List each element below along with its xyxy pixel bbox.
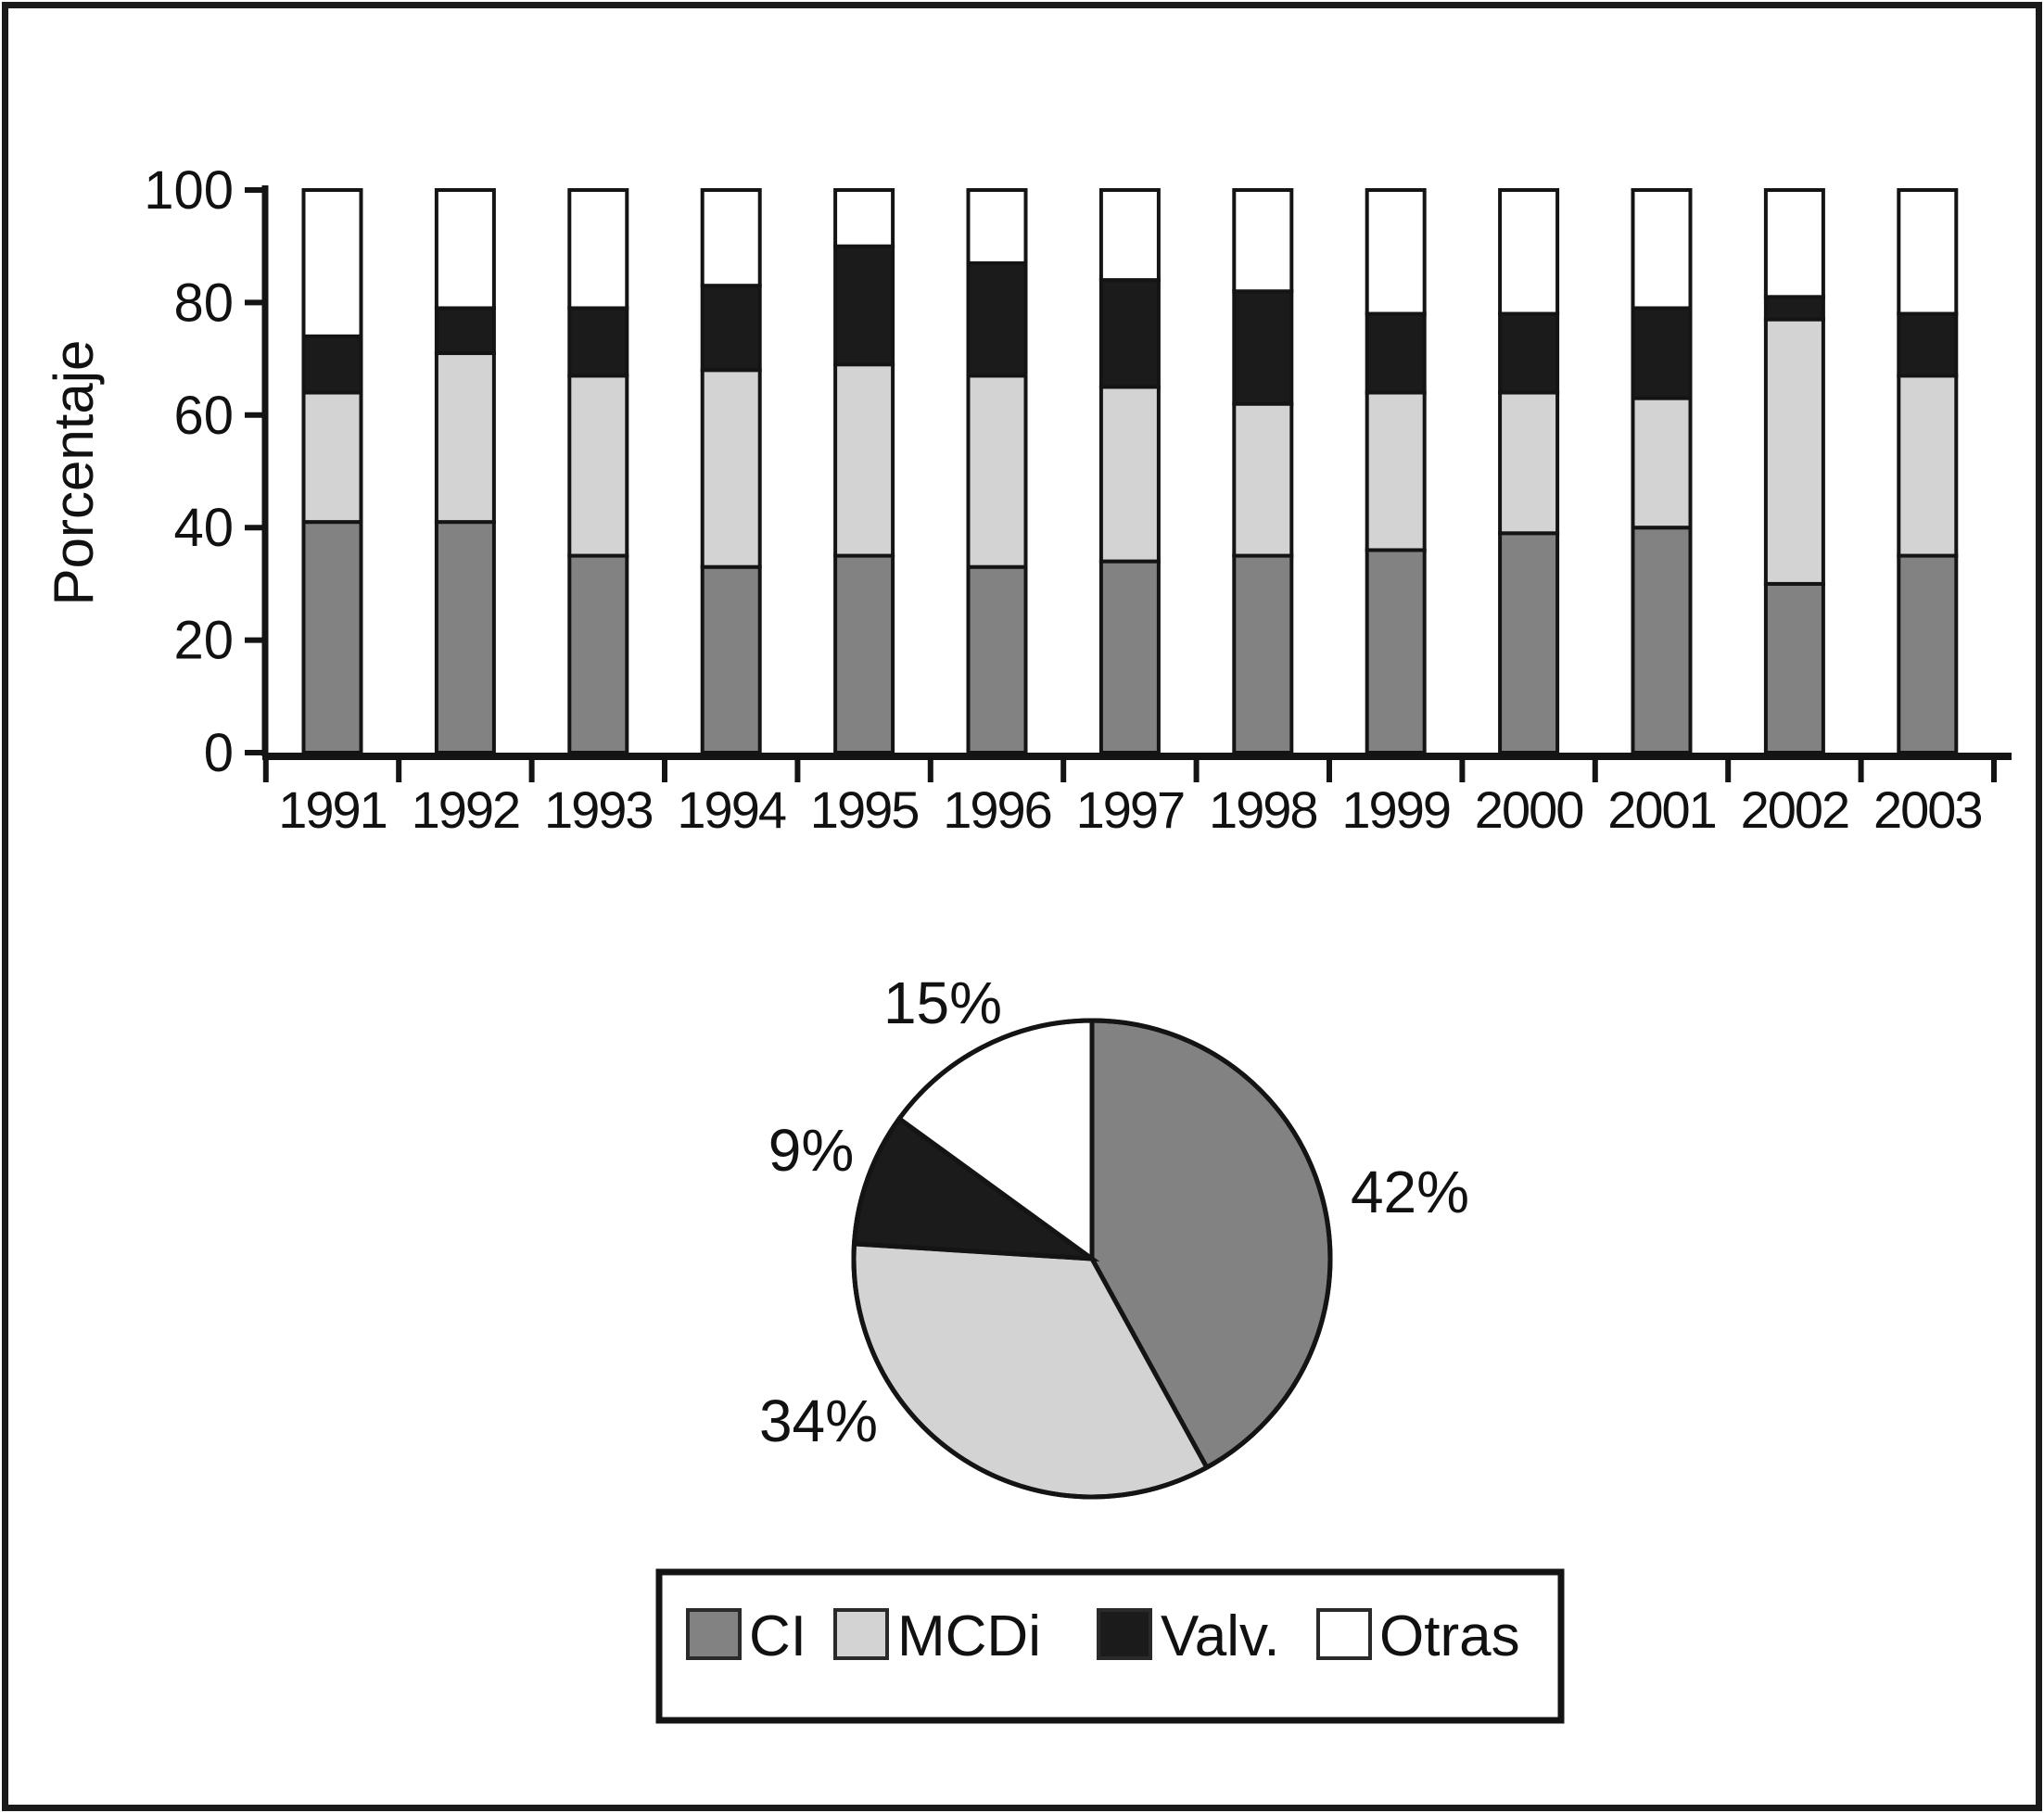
bar-segment-1998-valv xyxy=(1232,289,1294,406)
bar-segment-1992-mcdi xyxy=(434,351,496,525)
x-category-label-1993: 1993 xyxy=(544,780,653,839)
bar-segment-1993-otras xyxy=(567,188,629,311)
bar-segment-1997-ci xyxy=(1098,559,1161,754)
y-tick-label-40: 40 xyxy=(173,498,234,558)
legend-swatch-otras xyxy=(1316,1608,1372,1660)
bar-segment-1998-mcdi xyxy=(1232,401,1294,558)
x-category-label-1994: 1994 xyxy=(677,780,785,839)
bar-segment-1998-otras xyxy=(1232,188,1294,294)
y-tick-label-0: 0 xyxy=(204,723,234,783)
bar-segment-1997-mcdi xyxy=(1098,385,1161,564)
bar-segment-2003-valv xyxy=(1897,311,1959,378)
bar-segment-2000-otras xyxy=(1498,188,1560,316)
x-category-label-2002: 2002 xyxy=(1741,780,1849,839)
bar-segment-1995-ci xyxy=(833,553,895,754)
bar-segment-1999-valv xyxy=(1365,311,1427,395)
x-category-label-1991: 1991 xyxy=(278,780,387,839)
x-category-label-1992: 1992 xyxy=(412,780,520,839)
bar-segment-2001-otras xyxy=(1631,188,1693,311)
bar-segment-1997-valv xyxy=(1098,278,1161,389)
legend-label-ci: CI xyxy=(749,1604,806,1668)
bar-segment-1992-otras xyxy=(434,188,496,311)
bar-segment-2000-mcdi xyxy=(1498,390,1560,536)
y-tick-label-80: 80 xyxy=(173,273,234,333)
bar-segment-1998-ci xyxy=(1232,553,1294,754)
pie-chart: 42% 34% 9% 15% xyxy=(759,970,1469,1500)
bar-segment-1996-otras xyxy=(966,188,1028,265)
y-tick-label-20: 20 xyxy=(173,611,234,671)
bar-segment-1995-mcdi xyxy=(833,362,895,558)
bar-segment-1994-valv xyxy=(700,284,762,373)
x-category-label-1996: 1996 xyxy=(943,780,1051,839)
bar-segment-1993-mcdi xyxy=(567,374,629,558)
legend-swatch-ci xyxy=(686,1608,742,1660)
bar-segment-1991-ci xyxy=(301,520,363,754)
bar-segment-1994-mcdi xyxy=(700,368,762,569)
bar-segment-1991-otras xyxy=(301,188,363,338)
x-category-label-2003: 2003 xyxy=(1873,780,1982,839)
bar-segment-2002-valv xyxy=(1763,295,1825,322)
bar-segment-1996-valv xyxy=(966,260,1028,378)
bar-segment-2003-mcdi xyxy=(1897,374,1959,558)
y-axis-title: Porcentaje xyxy=(43,340,105,606)
bar-segment-1999-otras xyxy=(1365,188,1427,316)
legend-swatch-valv xyxy=(1097,1608,1152,1660)
bar-segment-1995-otras xyxy=(833,188,895,248)
bar-segment-2000-valv xyxy=(1498,311,1560,395)
x-category-label-1995: 1995 xyxy=(810,780,919,839)
pie-label-valv: 9% xyxy=(768,1117,855,1184)
pie-outline xyxy=(851,1018,1333,1500)
bar-segment-2000-ci xyxy=(1498,531,1560,755)
bar-segment-1999-mcdi xyxy=(1365,390,1427,552)
bar-segment-1996-mcdi xyxy=(966,374,1028,569)
bar-segment-2001-valv xyxy=(1631,306,1693,400)
pie-label-mcdi: 34% xyxy=(759,1388,878,1454)
bar-segment-1996-ci xyxy=(966,564,1028,754)
bar-segment-1991-valv xyxy=(301,334,363,395)
bar-segment-2002-mcdi xyxy=(1763,317,1825,586)
legend-label-otras: Otras xyxy=(1379,1604,1520,1668)
stacked-bar-chart: 0 20 40 60 80 100 1991 1992 1993 1994 1995 1996 1997… xyxy=(144,160,2012,839)
legend-label-valv: Valv. xyxy=(1161,1604,1280,1668)
pie-label-otras: 15% xyxy=(883,970,1002,1036)
bar-segment-1994-otras xyxy=(700,188,762,288)
bar-segment-2001-mcdi xyxy=(1631,396,1693,530)
x-category-label-2001: 2001 xyxy=(1607,780,1716,839)
pie-label-ci: 42% xyxy=(1351,1159,1469,1225)
x-category-label-1998: 1998 xyxy=(1209,780,1317,839)
bar-segment-1995-valv xyxy=(833,244,895,367)
legend-label-mcdi: MCDi xyxy=(897,1604,1041,1668)
legend-swatch-mcdi xyxy=(833,1608,889,1660)
bar-segment-2003-ci xyxy=(1897,553,1959,754)
bar-segment-2002-otras xyxy=(1763,188,1825,299)
bar-segment-2003-otras xyxy=(1897,188,1959,316)
bar-segment-1999-ci xyxy=(1365,548,1427,754)
bar-segment-1993-ci xyxy=(567,553,629,754)
bar-segment-1993-valv xyxy=(567,306,629,378)
y-tick-label-60: 60 xyxy=(173,386,234,446)
bar-segment-2002-ci xyxy=(1763,581,1825,755)
bar-segment-1994-ci xyxy=(700,564,762,754)
bar-segment-1992-valv xyxy=(434,306,496,356)
chart-legend: CI MCDi Valv. Otras xyxy=(655,1568,1565,1724)
bar-segment-1997-otras xyxy=(1098,188,1161,283)
y-tick-label-100: 100 xyxy=(144,160,234,221)
bar-segment-1991-mcdi xyxy=(301,390,363,525)
bar-segment-1992-ci xyxy=(434,520,496,754)
x-category-label-1997: 1997 xyxy=(1076,780,1185,839)
bar-segment-2001-ci xyxy=(1631,526,1693,755)
x-category-label-1999: 1999 xyxy=(1341,780,1450,839)
x-category-label-2000: 2000 xyxy=(1475,780,1583,839)
